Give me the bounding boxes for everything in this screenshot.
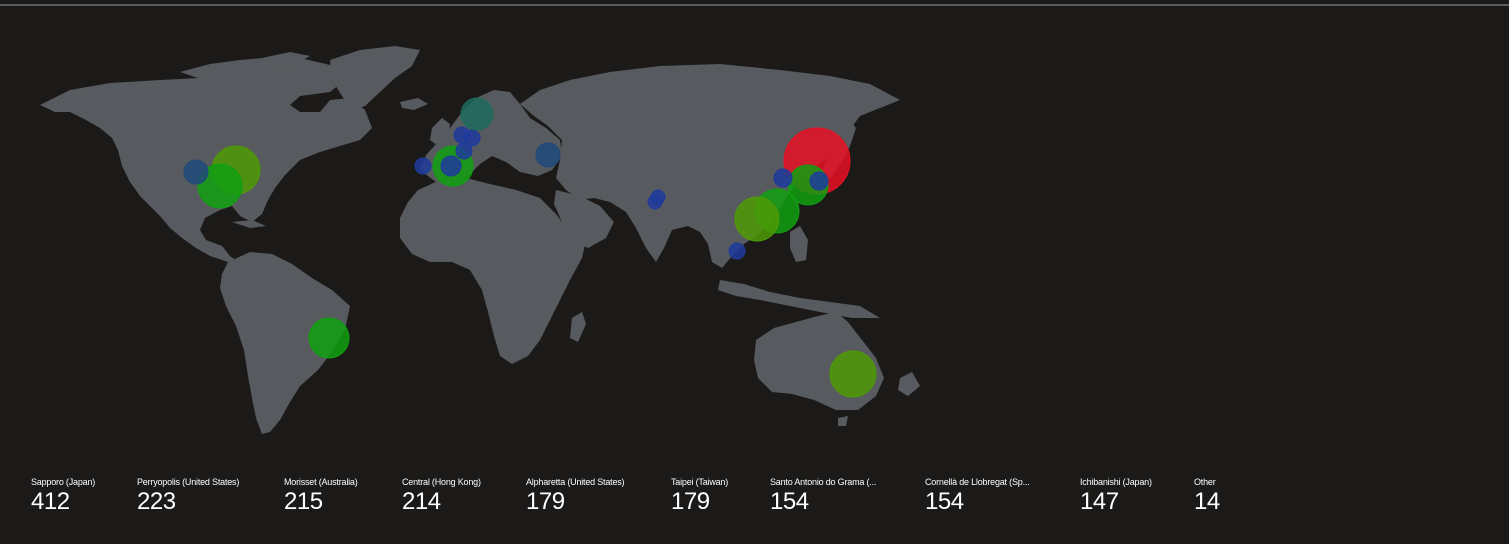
- land-greenland: [330, 46, 420, 110]
- map-marker-scandinavia[interactable]: [460, 97, 494, 131]
- legend-item-value: 179: [526, 488, 565, 515]
- map-marker-vietnam[interactable]: [728, 242, 746, 260]
- world-map[interactable]: [0, 0, 1509, 470]
- marker-layer: [183, 97, 877, 398]
- land-tasmania: [838, 416, 848, 426]
- land-south-america: [220, 252, 350, 434]
- map-marker-tokyo-area[interactable]: [809, 171, 829, 191]
- map-marker-us-central[interactable]: [183, 159, 209, 185]
- legend: Sapporo (Japan) 412 Perryopolis (United …: [0, 476, 1509, 536]
- land-asia: [520, 64, 900, 268]
- legend-item-value: 223: [137, 488, 176, 515]
- legend-item-label: Taipei (Taiwan): [671, 477, 729, 487]
- land-iceland: [400, 98, 428, 110]
- legend-item-label: Cornellà de Llobregat (Sp...: [925, 477, 1030, 487]
- legend-item-1[interactable]: Sapporo (Japan) 412: [31, 476, 95, 520]
- legend-item-label: Santo Antonio do Grama (...: [770, 477, 877, 487]
- legend-item-value: 214: [402, 488, 441, 515]
- map-marker-brazil[interactable]: [308, 317, 350, 359]
- legend-item-label: Sapporo (Japan): [31, 477, 96, 487]
- map-marker-netherlands[interactable]: [463, 129, 481, 147]
- legend-item-7[interactable]: Santo Antonio do Grama (... 154: [770, 476, 876, 520]
- map-marker-spain-inner[interactable]: [440, 155, 462, 177]
- legend-item-label: Perryopolis (United States): [137, 477, 240, 487]
- top-divider: [0, 4, 1509, 6]
- land-madagascar: [570, 312, 586, 342]
- legend-item-5[interactable]: Alpharetta (United States) 179: [526, 476, 625, 520]
- map-marker-portugal[interactable]: [414, 157, 432, 175]
- land-southeast-islands: [718, 280, 880, 318]
- legend-item-2[interactable]: Perryopolis (United States) 223: [137, 476, 239, 520]
- legend-item-value: 215: [284, 488, 323, 515]
- legend-item-value: 412: [31, 488, 70, 515]
- map-marker-us-southeast[interactable]: [197, 163, 243, 209]
- land-new-zealand: [898, 372, 920, 396]
- legend-item-value: 179: [671, 488, 710, 515]
- land-africa: [400, 178, 586, 364]
- land-arctic-islands: [180, 52, 310, 78]
- legend-item-9[interactable]: Ichibanishi (Japan) 147: [1080, 476, 1152, 520]
- map-marker-korea[interactable]: [773, 168, 793, 188]
- legend-item-3[interactable]: Morisset (Australia) 215: [284, 476, 358, 520]
- land-british-isles: [430, 118, 450, 146]
- legend-item-10[interactable]: Other 14: [1194, 476, 1220, 520]
- map-marker-ukraine[interactable]: [535, 142, 561, 168]
- land-north-america: [40, 58, 372, 262]
- land-cuba: [232, 220, 266, 228]
- legend-item-value: 14: [1194, 488, 1220, 515]
- legend-item-label: Ichibanishi (Japan): [1080, 477, 1152, 487]
- land-arabia: [554, 190, 614, 248]
- legend-item-value: 154: [925, 488, 964, 515]
- map-marker-india-2[interactable]: [647, 194, 663, 210]
- map-marker-hong-kong[interactable]: [734, 196, 780, 242]
- legend-item-label: Central (Hong Kong): [402, 477, 481, 487]
- legend-item-8[interactable]: Cornellà de Llobregat (Sp... 154: [925, 476, 1030, 520]
- world-map-canvas[interactable]: [0, 0, 1509, 470]
- legend-item-4[interactable]: Central (Hong Kong) 214: [402, 476, 481, 520]
- legend-item-label: Other: [1194, 477, 1216, 487]
- legend-item-6[interactable]: Taipei (Taiwan) 179: [671, 476, 728, 520]
- legend-item-value: 147: [1080, 488, 1119, 515]
- map-marker-australia[interactable]: [829, 350, 877, 398]
- legend-item-value: 154: [770, 488, 809, 515]
- legend-item-label: Morisset (Australia): [284, 477, 358, 487]
- land-philippines: [790, 226, 808, 262]
- legend-item-label: Alpharetta (United States): [526, 477, 625, 487]
